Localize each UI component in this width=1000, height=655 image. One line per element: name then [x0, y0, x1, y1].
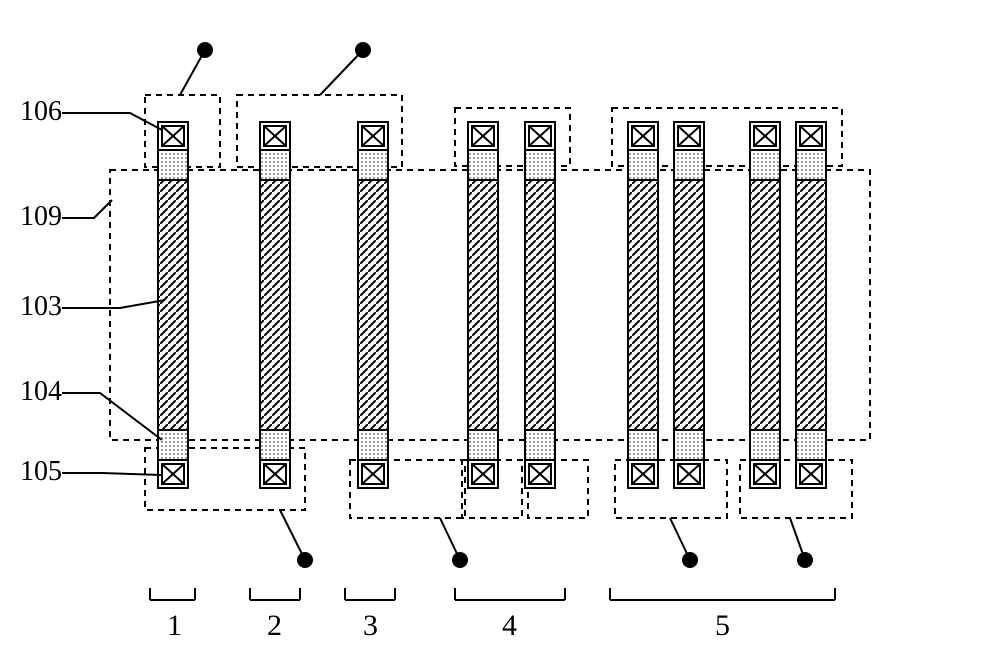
bullet-top-1: [355, 42, 371, 58]
bar-top-pad-2: [358, 150, 388, 180]
bar-body-6: [674, 180, 704, 430]
bullet-bottom-0: [297, 552, 313, 568]
bar-top-pad-5: [628, 150, 658, 180]
bar-body-1: [260, 180, 290, 430]
bar-body-5: [628, 180, 658, 430]
bar-top-pad-4: [525, 150, 555, 180]
bar-body-0: [158, 180, 188, 430]
callout-104: 104: [20, 376, 62, 407]
bar-top-pad-8: [796, 150, 826, 180]
bullet-bottom-1: [452, 552, 468, 568]
callout-106: 106: [20, 96, 62, 127]
bar-top-pad-1: [260, 150, 290, 180]
bar-top-pad-6: [674, 150, 704, 180]
dim-label-3: 4: [502, 609, 517, 642]
bar-bottom-pad-5: [628, 430, 658, 460]
callout-105: 105: [20, 456, 62, 487]
callout-103: 103: [20, 291, 62, 322]
bullet-bottom-2: [682, 552, 698, 568]
bullet-bottom-3: [797, 552, 813, 568]
bar-body-7: [750, 180, 780, 430]
dim-label-2: 3: [363, 609, 378, 642]
bar-bottom-pad-4: [525, 430, 555, 460]
dim-label-1: 2: [267, 609, 282, 642]
bar-body-8: [796, 180, 826, 430]
dim-label-0: 1: [167, 609, 182, 642]
bar-bottom-pad-1: [260, 430, 290, 460]
dim-label-4: 5: [715, 609, 730, 642]
bar-top-pad-3: [468, 150, 498, 180]
bar-bottom-pad-0: [158, 430, 188, 460]
bar-bottom-pad-6: [674, 430, 704, 460]
bar-body-3: [468, 180, 498, 430]
diagram: 106 109 103 104 105 1 2 3 4 5: [0, 0, 1000, 655]
bar-bottom-pad-8: [796, 430, 826, 460]
bar-top-pad-7: [750, 150, 780, 180]
callout-109: 109: [20, 201, 62, 232]
bar-bottom-pad-3: [468, 430, 498, 460]
bar-bottom-pad-2: [358, 430, 388, 460]
bullet-top-0: [197, 42, 213, 58]
bar-body-4: [525, 180, 555, 430]
bar-bottom-pad-7: [750, 430, 780, 460]
bar-top-pad-0: [158, 150, 188, 180]
bar-body-2: [358, 180, 388, 430]
